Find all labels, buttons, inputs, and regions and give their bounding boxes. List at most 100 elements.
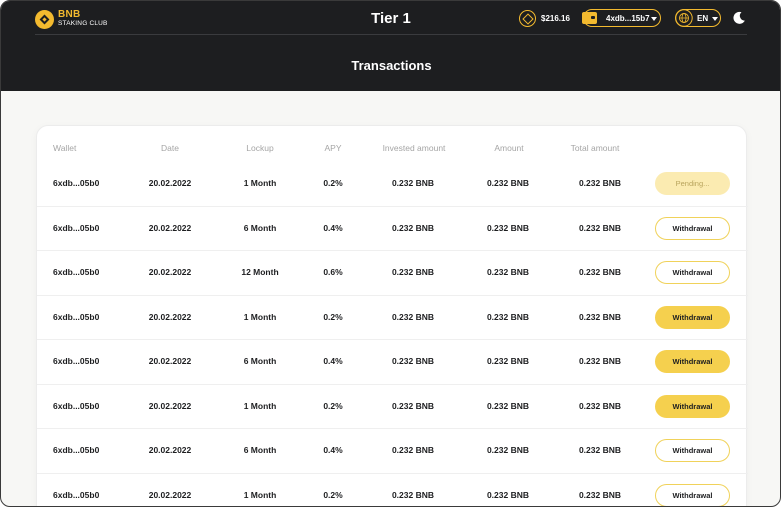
wallet-address: 4xdb...15b7 [606,14,650,23]
cell-total: 0.232 BNB [578,489,621,500]
table-row: 6xdb...05b0 20.02.2022 12 Month 0.6% 0.232 B… [37,251,748,296]
cell-lockup: 6 Month [243,445,277,455]
cell-lockup: 1 Month [243,178,277,188]
wallet-icon [582,12,597,24]
cell-amount: 0.232 BNB [486,400,529,411]
cell-invested: 0.232 BNB [391,178,434,188]
logo[interactable]: BNB STAKING CLUB [35,9,108,29]
cell-apy: 0.6% [323,267,343,277]
chevron-down-icon [651,17,657,21]
cell-total: 0.232 BNB [578,311,621,322]
cell-invested: 0.232 BNB [391,267,434,277]
withdrawal-button[interactable]: Withdrawal [655,439,730,462]
moon-icon[interactable] [732,11,746,25]
balance-display: $216.16 [519,10,570,27]
cell-date: 20.02.2022 [148,311,192,322]
cell-amount: 0.232 BNB [486,222,529,233]
column-header-apy: APY [324,143,342,153]
cell-total: 0.232 BNB [578,356,621,366]
cell-amount: 0.232 BNB [486,311,529,322]
table-row: 6xdb...05b0 20.02.2022 1 Month 0.2% 0.232 BN… [37,474,748,506]
cell-apy: 0.2% [323,178,343,188]
cell-date: 20.02.2022 [148,178,192,188]
cell-apy: 0.4% [323,222,343,233]
cell-total: 0.232 BNB [578,267,621,277]
page-title: Transactions [351,58,432,73]
cell-wallet: 6xdb...05b0 [53,445,100,455]
globe-icon [675,9,693,27]
cell-wallet: 6xdb...05b0 [53,400,100,411]
cell-invested: 0.232 BNB [391,445,434,455]
tier-title: Tier 1 [371,10,411,27]
column-header-date: Date [161,143,179,153]
cell-wallet: 6xdb...05b0 [53,222,100,233]
withdrawal-button[interactable]: Withdrawal [655,216,730,240]
transactions-table: Wallet Date Lockup APY Invested amount A… [36,125,748,506]
cell-invested: 0.232 BNB [391,400,434,411]
withdrawal-button[interactable]: Withdrawal [655,394,730,418]
cell-wallet: 6xdb...05b0 [53,311,100,322]
table-row: 6xdb...05b0 20.02.2022 6 Month 0.4% 0.232 BN… [37,207,748,251]
withdrawal-button[interactable]: Withdrawal [655,483,730,506]
cell-amount: 0.232 BNB [486,356,529,366]
cell-wallet: 6xdb...05b0 [53,178,100,188]
cell-total: 0.232 BNB [578,178,621,188]
cell-lockup: 6 Month [243,356,277,366]
logo-subtitle: STAKING CLUB [58,20,108,28]
bnb-coin-icon [519,10,536,27]
wallet-dropdown[interactable]: 4xdb...15b7 [582,9,661,27]
cell-date: 20.02.2022 [148,445,192,455]
logo-title: BNB [58,9,81,21]
top-bar: BNB STAKING CLUB Tier 1 $216.16 4xdb...1… [35,1,747,35]
withdrawal-button[interactable]: Withdrawal [655,350,730,373]
header: BNB STAKING CLUB Tier 1 $216.16 4xdb...1… [1,1,780,91]
logo-text: BNB STAKING CLUB [58,10,108,28]
table-row: 6xdb...05b0 20.02.2022 1 Month 0.2% 0.232 BN… [37,296,748,340]
cell-date: 20.02.2022 [148,356,192,366]
cell-lockup: 1 Month [243,489,277,500]
language-value: EN [697,14,709,23]
cell-apy: 0.2% [323,400,343,411]
cell-amount: 0.232 BNB [486,445,529,455]
cell-invested: 0.232 BNB [391,489,434,500]
column-header-lockup: Lockup [246,143,274,153]
column-header-wallet: Wallet [53,143,77,153]
cell-wallet: 6xdb...05b0 [53,489,100,500]
cell-date: 20.02.2022 [148,400,192,411]
cell-wallet: 6xdb...05b0 [53,267,100,277]
withdrawal-button[interactable]: Withdrawal [655,261,730,284]
cell-apy: 0.2% [323,311,343,322]
withdrawal-button[interactable]: Withdrawal [655,305,730,329]
cell-amount: 0.232 BNB [486,178,529,188]
cell-total: 0.232 BNB [578,222,621,233]
cell-date: 20.02.2022 [148,267,192,277]
cell-apy: 0.4% [323,445,343,455]
cell-apy: 0.4% [323,356,343,366]
cell-date: 20.02.2022 [148,222,192,233]
table-row: 6xdb...05b0 20.02.2022 1 Month 0.2% 0.232 BN… [37,162,748,207]
cell-amount: 0.232 BNB [486,267,529,277]
table-row: 6xdb...05b0 20.02.2022 6 Month 0.4% 0.232 BN… [37,429,748,474]
chevron-down-icon [712,17,718,21]
cell-invested: 0.232 BNB [391,356,434,366]
pending-button[interactable]: Pending... [655,172,730,195]
cell-lockup: 12 Month [241,267,279,277]
cell-amount: 0.232 BNB [486,489,529,500]
language-dropdown[interactable]: EN [675,9,721,27]
cell-total: 0.232 BNB [578,400,621,411]
cell-invested: 0.232 BNB [391,222,434,233]
cell-lockup: 6 Month [243,222,277,233]
column-header-amount: Amount [494,143,524,153]
table-header: Wallet Date Lockup APY Invested amount A… [37,126,748,162]
table-row: 6xdb...05b0 20.02.2022 1 Month 0.2% 0.232 BN… [37,385,748,429]
cell-total: 0.232 BNB [578,445,621,455]
bnb-logo-icon [35,9,54,29]
balance-value: $216.16 [541,14,570,23]
column-header-invested: Invested amount [382,143,446,153]
cell-lockup: 1 Month [243,400,277,411]
table-row: 6xdb...05b0 20.02.2022 6 Month 0.4% 0.232 BN… [37,340,748,385]
cell-wallet: 6xdb...05b0 [53,356,100,366]
cell-invested: 0.232 BNB [391,311,434,322]
cell-apy: 0.2% [323,489,343,500]
column-header-total: Total amount [570,143,620,153]
